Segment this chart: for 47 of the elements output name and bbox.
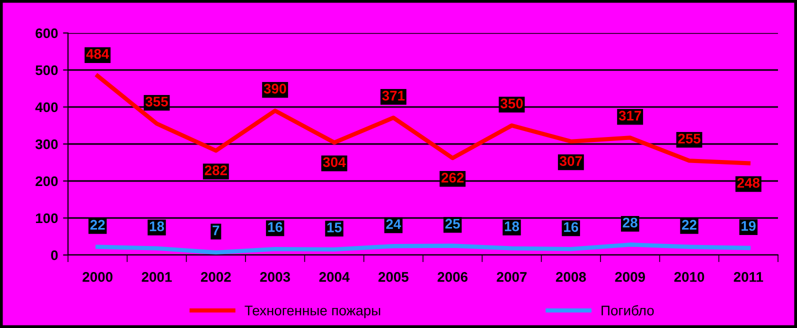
y-tick-label: 400 xyxy=(35,102,58,112)
y-tick-label: 300 xyxy=(35,139,58,150)
data-label: 255 xyxy=(678,134,700,144)
data-label: 248 xyxy=(737,178,760,188)
x-tick-label: 2007 xyxy=(496,272,527,282)
y-tick-label: 600 xyxy=(36,28,58,38)
data-label: 262 xyxy=(441,172,464,183)
x-tick-label: 2005 xyxy=(378,272,408,282)
x-tick-label: 2006 xyxy=(438,272,468,282)
x-tick-label: 2010 xyxy=(674,272,704,282)
y-tick-label: 200 xyxy=(36,176,58,186)
legend-label: Техногенные пожары xyxy=(244,306,380,318)
data-label: 304 xyxy=(322,157,346,168)
y-tick-label: 0 xyxy=(51,250,58,260)
data-label: 355 xyxy=(145,96,168,107)
data-label: 307 xyxy=(560,156,582,166)
x-tick-label: 2011 xyxy=(734,272,764,282)
x-tick-label: 2003 xyxy=(260,272,290,282)
data-label: 16 xyxy=(268,222,282,232)
x-tick-label: 2002 xyxy=(200,272,231,282)
data-label: 16 xyxy=(564,222,578,232)
data-label: 7 xyxy=(212,226,220,236)
data-label: 317 xyxy=(618,110,642,121)
data-label: 28 xyxy=(622,218,638,228)
data-label: 350 xyxy=(500,98,523,108)
x-tick-label: 2008 xyxy=(556,272,586,282)
legend-label: Погибло xyxy=(602,305,654,316)
x-tick-label: 2000 xyxy=(82,272,112,282)
data-label: 390 xyxy=(264,84,286,94)
line-series xyxy=(96,74,750,166)
data-label: 25 xyxy=(445,218,460,229)
data-label: 282 xyxy=(204,165,227,176)
data-label: 371 xyxy=(382,90,405,101)
line-series xyxy=(96,242,750,254)
x-tick-label: 2001 xyxy=(142,272,172,282)
data-label: 22 xyxy=(90,220,105,230)
y-tick-label: 100 xyxy=(36,213,58,224)
x-tick-label: 2004 xyxy=(319,272,350,282)
y-tick-label: 500 xyxy=(36,65,58,76)
x-tick-label: 2009 xyxy=(615,272,646,282)
data-label: 18 xyxy=(504,221,520,232)
data-label: 15 xyxy=(327,222,342,232)
data-label: 22 xyxy=(682,220,696,230)
data-label: 484 xyxy=(86,48,110,59)
data-label: 18 xyxy=(150,221,164,232)
data-label: 19 xyxy=(742,221,756,231)
data-label: 24 xyxy=(386,219,402,229)
